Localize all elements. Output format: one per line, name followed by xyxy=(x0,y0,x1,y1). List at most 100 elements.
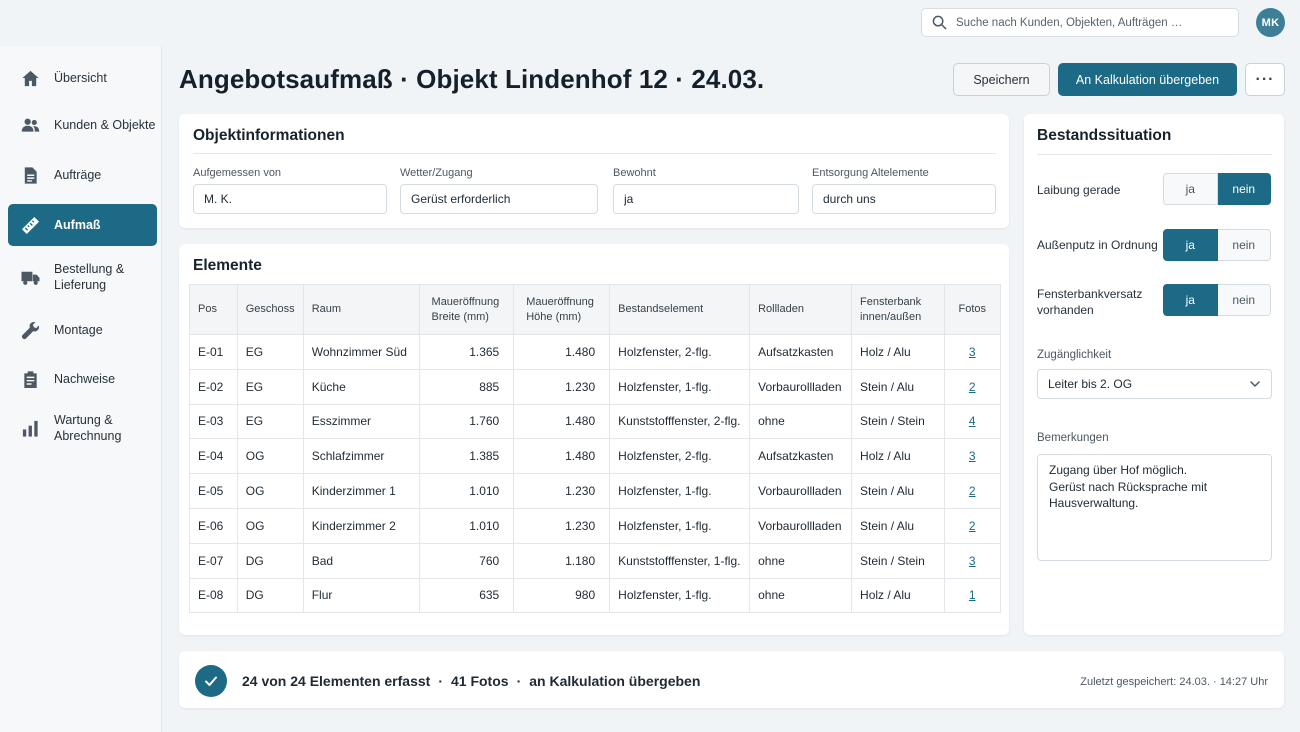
photos-link[interactable]: 2 xyxy=(968,484,976,499)
elements-card: Elemente Pos Geschoss Raum Maueröffnung … xyxy=(179,244,1009,635)
cell-shutter: Aufsatzkasten xyxy=(749,438,853,475)
weather-access-input[interactable] xyxy=(400,184,598,214)
sidebar-item-uebersicht[interactable]: Übersicht xyxy=(8,57,157,99)
top-bar: MK xyxy=(0,0,1300,46)
sidebar-item-aufmass[interactable]: Aufmaß xyxy=(8,204,157,246)
photo-count: 41 Fotos xyxy=(450,673,509,689)
cell-room: Kinderzimmer 2 xyxy=(302,507,420,544)
handover-status: an Kalkulation übergeben xyxy=(529,673,701,689)
sidebar-item-wartung[interactable]: Wartung & Abrechnung xyxy=(8,407,157,449)
column-header[interactable]: Bestandselement xyxy=(609,284,751,335)
photos-link[interactable]: 2 xyxy=(968,379,976,394)
cell-pos: E-06 xyxy=(189,507,238,544)
measured-by-input[interactable] xyxy=(193,184,387,214)
separator: · xyxy=(516,673,522,689)
cell-height: 1.480 xyxy=(513,334,611,370)
separator: · xyxy=(438,673,443,689)
photos-link[interactable]: 3 xyxy=(968,449,976,464)
search-input[interactable] xyxy=(956,16,1226,29)
disposal-input[interactable] xyxy=(812,184,996,214)
reveal-straight-toggle[interactable]: ja nein xyxy=(1163,173,1271,205)
accessibility-value: Leiter bis 2. OG xyxy=(1048,377,1133,391)
sidebar-item-nachweise[interactable]: Nachweise xyxy=(8,358,157,400)
cell-existing-element: Holzfenster, 1-flg. xyxy=(609,473,751,509)
avatar[interactable]: MK xyxy=(1256,8,1285,37)
cell-sill: Holz / Alu xyxy=(851,438,945,475)
table-row[interactable]: E-05 OG Kinderzimmer 1 1.010 1.230 Holzfenste… xyxy=(189,473,1002,509)
photos-link[interactable]: 1 xyxy=(968,588,976,603)
sidebar-item-bestellung[interactable]: Bestellung & Lieferung xyxy=(8,256,157,298)
toggle-no[interactable]: nein xyxy=(1217,284,1271,316)
toggle-yes[interactable]: ja xyxy=(1163,229,1218,261)
column-header[interactable]: Fensterbank innen/außen xyxy=(851,284,945,335)
handover-to-calculation-button[interactable]: An Kalkulation übergeben xyxy=(1058,63,1237,96)
column-header[interactable]: Geschoss xyxy=(236,284,304,335)
table-row[interactable]: E-08 DG Flur 635 980 Holzfenster, 1-flg. ohne H… xyxy=(189,577,1002,614)
cell-width: 1.010 xyxy=(418,507,515,544)
cell-existing-element: Holzfenster, 1-flg. xyxy=(609,368,751,405)
accessibility-label: Zugänglichkeit xyxy=(1037,349,1112,361)
cell-sill: Stein / Alu xyxy=(851,473,945,509)
cell-room: Kinderzimmer 1 xyxy=(302,473,420,509)
cell-floor: DG xyxy=(236,542,304,579)
table-row[interactable]: E-07 DG Bad 760 1.180 Kunststofffenster, 1-fl… xyxy=(189,542,1002,579)
more-options-button[interactable]: ··· xyxy=(1245,63,1285,96)
sidebar-item-auftraege[interactable]: Aufträge xyxy=(8,154,157,196)
table-header-row: Pos Geschoss Raum Maueröffnung Breite (m… xyxy=(189,284,1002,335)
photos-link[interactable]: 3 xyxy=(968,344,976,359)
table-row[interactable]: E-04 OG Schlafzimmer 1.385 1.480 Holzfenster,… xyxy=(189,438,1002,475)
photos-link[interactable]: 3 xyxy=(968,553,976,568)
sidebar-item-kunden[interactable]: Kunden & Objekte xyxy=(8,104,157,146)
accessibility-select[interactable]: Leiter bis 2. OG xyxy=(1037,369,1272,399)
column-header[interactable]: Rollladen xyxy=(749,284,853,335)
table-row[interactable]: E-02 EG Küche 885 1.230 Holzfenster, 1-flg. Vo… xyxy=(189,368,1002,405)
cell-pos: E-02 xyxy=(189,368,238,405)
cell-floor: OG xyxy=(236,507,304,544)
table-row[interactable]: E-03 EG Esszimmer 1.760 1.480 Kunststofffenst… xyxy=(189,403,1002,440)
existing-condition-card: Bestandssituation Laibung gerade ja nein… xyxy=(1024,114,1284,635)
inhabited-input[interactable] xyxy=(613,184,799,214)
column-header[interactable]: Maueröffnung Höhe (mm) xyxy=(513,284,611,335)
table-row[interactable]: E-06 OG Kinderzimmer 2 1.010 1.230 Holzfenste… xyxy=(189,507,1002,544)
elements-table: Pos Geschoss Raum Maueröffnung Breite (m… xyxy=(189,284,1002,614)
users-icon xyxy=(20,115,40,135)
column-header[interactable]: Raum xyxy=(302,284,420,335)
sidebar-item-montage[interactable]: Montage xyxy=(8,309,157,351)
cell-floor: DG xyxy=(236,577,304,614)
cell-pos: E-05 xyxy=(189,473,238,509)
remarks-textarea[interactable] xyxy=(1037,454,1272,561)
divider xyxy=(1037,154,1272,155)
toggle-no[interactable]: nein xyxy=(1217,229,1271,261)
cell-existing-element: Holzfenster, 1-flg. xyxy=(609,507,751,544)
search-box[interactable] xyxy=(921,8,1239,37)
column-header[interactable]: Fotos xyxy=(943,284,1002,335)
table-row[interactable]: E-01 EG Wohnzimmer Süd 1.365 1.480 Holzfenste… xyxy=(189,334,1002,370)
ruler-icon xyxy=(20,215,40,235)
disposal-label: Entsorgung Altelemente xyxy=(812,167,929,179)
cell-floor: EG xyxy=(236,403,304,440)
toggle-yes[interactable]: ja xyxy=(1163,284,1218,316)
toggle-no[interactable]: nein xyxy=(1217,173,1271,205)
cell-photos: 3 xyxy=(943,334,1002,370)
captured-count: 24 von 24 Elementen erfasst xyxy=(242,673,431,689)
divider xyxy=(193,153,996,154)
column-header[interactable]: Pos xyxy=(189,284,238,335)
sill-offset-toggle[interactable]: ja nein xyxy=(1163,284,1271,316)
cell-pos: E-07 xyxy=(189,542,238,579)
column-header[interactable]: Maueröffnung Breite (mm) xyxy=(418,284,515,335)
save-button[interactable]: Speichern xyxy=(953,63,1050,96)
cell-room: Bad xyxy=(302,542,420,579)
elements-title: Elemente xyxy=(193,257,262,274)
cell-width: 885 xyxy=(418,368,515,405)
existing-condition-title: Bestandssituation xyxy=(1037,127,1172,144)
cell-shutter: ohne xyxy=(749,542,853,579)
photos-link[interactable]: 4 xyxy=(968,414,976,429)
cell-floor: OG xyxy=(236,438,304,475)
cell-sill: Holz / Alu xyxy=(851,334,945,370)
cell-room: Flur xyxy=(302,577,420,614)
exterior-plaster-toggle[interactable]: ja nein xyxy=(1163,229,1271,261)
photos-link[interactable]: 2 xyxy=(968,518,976,533)
cell-sill: Stein / Alu xyxy=(851,507,945,544)
home-icon xyxy=(20,68,40,88)
toggle-yes[interactable]: ja xyxy=(1163,173,1218,205)
